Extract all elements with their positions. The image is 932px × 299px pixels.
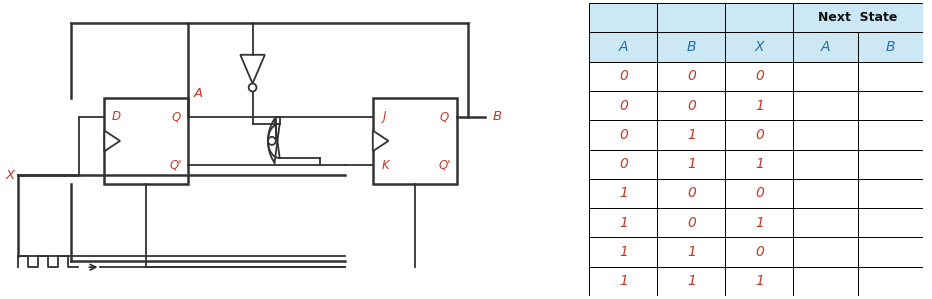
Bar xyxy=(725,208,793,237)
Bar xyxy=(589,3,657,32)
Text: 1: 1 xyxy=(619,245,628,259)
Bar xyxy=(793,62,858,91)
Bar xyxy=(373,98,457,184)
Text: Next  State: Next State xyxy=(818,11,898,24)
Text: A: A xyxy=(619,40,628,54)
Text: 1: 1 xyxy=(755,99,764,112)
Text: Q': Q' xyxy=(438,158,451,172)
Bar xyxy=(725,32,793,62)
Bar xyxy=(793,208,858,237)
Bar xyxy=(725,91,793,120)
Text: Q': Q' xyxy=(170,158,183,172)
Bar xyxy=(657,120,725,150)
Bar xyxy=(858,120,923,150)
Text: D: D xyxy=(112,110,121,123)
Text: 1: 1 xyxy=(619,187,628,200)
Text: 1: 1 xyxy=(687,157,696,171)
Text: 1: 1 xyxy=(755,157,764,171)
Text: 0: 0 xyxy=(619,69,628,83)
Bar xyxy=(589,179,657,208)
Bar xyxy=(725,179,793,208)
Bar xyxy=(858,208,923,237)
Bar xyxy=(793,150,858,179)
Bar xyxy=(104,98,188,184)
Text: K: K xyxy=(381,158,389,172)
Text: Q: Q xyxy=(171,110,181,123)
Bar xyxy=(858,150,923,179)
Bar xyxy=(657,32,725,62)
Bar xyxy=(793,91,858,120)
Bar xyxy=(589,32,657,62)
Text: X: X xyxy=(755,40,764,54)
Text: 0: 0 xyxy=(755,187,764,200)
Bar xyxy=(793,179,858,208)
Text: 0: 0 xyxy=(687,69,696,83)
Bar xyxy=(657,267,725,296)
Text: B: B xyxy=(493,110,502,123)
Bar xyxy=(589,208,657,237)
Bar xyxy=(589,120,657,150)
Bar xyxy=(725,120,793,150)
Bar xyxy=(657,91,725,120)
Bar xyxy=(725,150,793,179)
Text: 0: 0 xyxy=(755,245,764,259)
Text: 1: 1 xyxy=(687,245,696,259)
Bar xyxy=(725,62,793,91)
Text: B: B xyxy=(687,40,696,54)
Bar xyxy=(793,32,858,62)
Text: 1: 1 xyxy=(619,216,628,230)
Polygon shape xyxy=(104,131,120,151)
Text: X: X xyxy=(6,169,15,182)
Bar xyxy=(858,32,923,62)
Circle shape xyxy=(249,83,256,91)
Bar xyxy=(589,237,657,267)
Bar xyxy=(589,91,657,120)
Bar xyxy=(657,237,725,267)
Bar xyxy=(589,150,657,179)
Bar xyxy=(858,267,923,296)
Text: 0: 0 xyxy=(755,69,764,83)
Text: 1: 1 xyxy=(619,274,628,288)
Text: B: B xyxy=(885,40,895,54)
Bar xyxy=(793,3,923,32)
Bar xyxy=(589,267,657,296)
Text: A: A xyxy=(194,87,203,100)
Bar xyxy=(858,91,923,120)
Bar xyxy=(725,3,793,32)
Bar xyxy=(793,237,858,267)
Text: 0: 0 xyxy=(619,128,628,142)
Text: 0: 0 xyxy=(619,99,628,112)
Bar xyxy=(657,150,725,179)
Bar xyxy=(725,237,793,267)
Text: A: A xyxy=(821,40,830,54)
Text: 1: 1 xyxy=(755,216,764,230)
Circle shape xyxy=(268,137,276,145)
Text: 1: 1 xyxy=(755,274,764,288)
Bar xyxy=(657,62,725,91)
Bar xyxy=(725,267,793,296)
Bar xyxy=(858,237,923,267)
Text: 0: 0 xyxy=(687,187,696,200)
Text: 1: 1 xyxy=(687,274,696,288)
Bar xyxy=(858,179,923,208)
Bar xyxy=(793,120,858,150)
Bar xyxy=(657,3,725,32)
Bar xyxy=(858,62,923,91)
Bar xyxy=(589,62,657,91)
Bar xyxy=(657,179,725,208)
Text: Q: Q xyxy=(440,110,449,123)
Text: 1: 1 xyxy=(687,128,696,142)
Bar xyxy=(657,208,725,237)
Text: 0: 0 xyxy=(755,128,764,142)
Polygon shape xyxy=(240,55,265,83)
Polygon shape xyxy=(373,131,389,151)
Text: 0: 0 xyxy=(687,99,696,112)
Text: 0: 0 xyxy=(687,216,696,230)
Text: 0: 0 xyxy=(619,157,628,171)
Bar xyxy=(793,267,858,296)
Text: J: J xyxy=(383,110,387,123)
